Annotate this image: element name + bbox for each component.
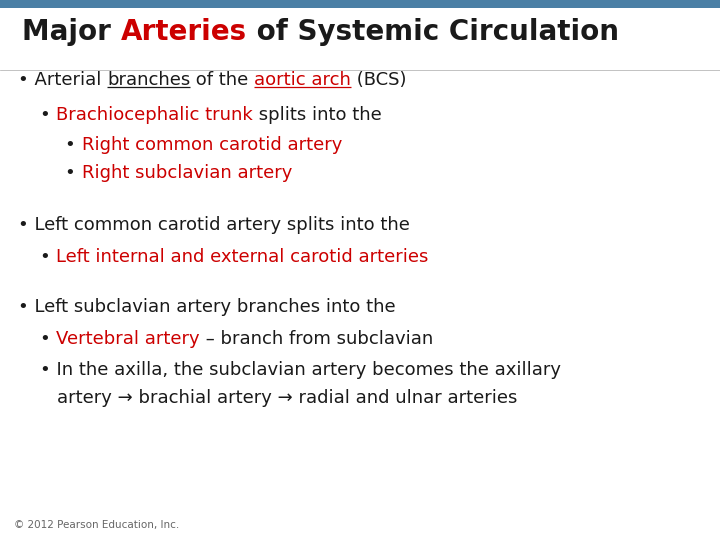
Text: Right common carotid artery: Right common carotid artery [81,136,342,154]
Text: Arteries: Arteries [120,18,247,46]
Text: aortic arch: aortic arch [254,71,351,89]
Bar [0,0,720,8]
Text: Left internal and external carotid arteries: Left internal and external carotid arter… [56,248,429,266]
Text: © 2012 Pearson Education, Inc.: © 2012 Pearson Education, Inc. [14,520,179,530]
Text: •: • [65,164,81,182]
Text: • In the axilla, the subclavian artery becomes the axillary: • In the axilla, the subclavian artery b… [40,361,561,379]
Text: Right subclavian artery: Right subclavian artery [81,164,292,182]
Text: • Left subclavian artery branches into the: • Left subclavian artery branches into t… [18,298,395,316]
Text: • Arterial: • Arterial [18,71,107,89]
Text: •: • [65,136,81,154]
Text: Major: Major [22,18,120,46]
Text: •: • [40,106,56,124]
Text: splits into the: splits into the [253,106,382,124]
Text: (BCS): (BCS) [351,71,407,89]
Text: of the: of the [190,71,254,89]
Text: Vertebral artery: Vertebral artery [56,330,200,348]
Text: Brachiocephalic trunk: Brachiocephalic trunk [56,106,253,124]
Text: •: • [40,330,56,348]
Text: • Left common carotid artery splits into the: • Left common carotid artery splits into… [18,216,410,234]
Text: artery → brachial artery → radial and ulnar arteries: artery → brachial artery → radial and ul… [57,389,518,407]
Text: branches: branches [107,71,190,89]
Text: •: • [40,248,56,266]
Text: of Systemic Circulation: of Systemic Circulation [247,18,618,46]
Text: – branch from subclavian: – branch from subclavian [200,330,433,348]
